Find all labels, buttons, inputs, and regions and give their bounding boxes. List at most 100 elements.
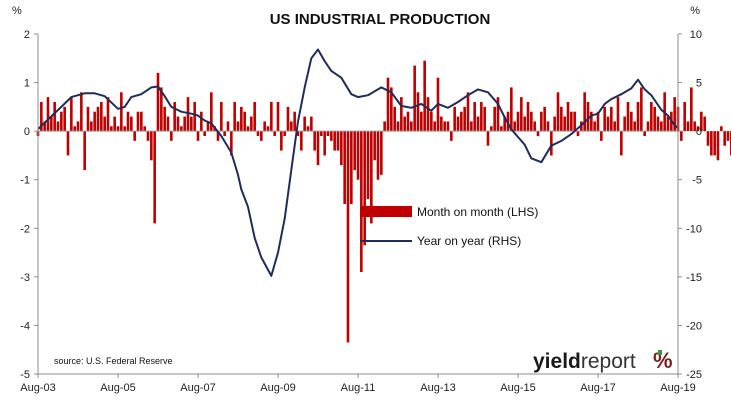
mom-bar <box>266 126 270 132</box>
mom-bar <box>660 121 663 132</box>
legend-label-yoy: Year on year (RHS) <box>417 234 521 248</box>
mom-bar <box>380 131 383 175</box>
mom-bar <box>713 131 716 156</box>
mom-bar <box>363 131 366 246</box>
mom-bar <box>303 116 306 132</box>
mom-bar <box>423 60 426 132</box>
left-tick-label: -2 <box>20 223 30 235</box>
mom-bar <box>573 111 576 132</box>
x-tick-label: Aug-17 <box>580 382 615 394</box>
mom-bar <box>73 126 76 132</box>
mom-bar <box>356 131 360 180</box>
mom-bar <box>410 121 413 132</box>
left-axis-ticks: 2 1 0 -1 -2 -3 -4 -5 <box>20 29 38 381</box>
mom-bar <box>656 116 660 132</box>
mom-bar <box>200 111 203 132</box>
mom-bar <box>446 121 450 132</box>
mom-bar <box>83 131 86 170</box>
left-tick-label: -4 <box>20 320 30 332</box>
mom-bar <box>206 121 210 132</box>
x-axis-ticks: Aug-03 Aug-05 Aug-07 Aug-09 Aug-11 Aug-13 Aug-… <box>20 374 696 394</box>
mom-bar <box>40 102 43 132</box>
mom-bar <box>533 121 536 132</box>
mom-bar <box>703 116 706 132</box>
x-tick-label: Aug-03 <box>20 382 55 394</box>
mom-bar <box>276 102 280 132</box>
mom-bar <box>583 92 586 132</box>
mom-bar <box>440 116 443 132</box>
axes <box>37 34 679 375</box>
mom-bar <box>43 121 46 132</box>
mom-bar <box>470 121 473 132</box>
mom-bar <box>496 97 500 132</box>
mom-bar <box>466 92 470 132</box>
left-tick-label: -5 <box>20 369 30 381</box>
mom-bar <box>53 102 56 132</box>
mom-bar <box>333 131 336 151</box>
right-tick-label: 10 <box>690 29 702 41</box>
mom-bar <box>246 126 250 132</box>
mom-bar <box>146 131 150 141</box>
mom-bar <box>336 131 340 151</box>
mom-bar <box>60 111 63 132</box>
mom-bar <box>340 131 343 166</box>
mom-bar <box>193 102 196 132</box>
mom-bar <box>350 131 353 204</box>
mom-bar <box>636 102 640 132</box>
mom-bar <box>403 116 406 132</box>
x-tick-label: Aug-05 <box>100 382 135 394</box>
right-tick-label: -15 <box>686 272 702 284</box>
mom-bar <box>543 106 546 132</box>
mom-bar <box>673 97 676 132</box>
mom-bar <box>156 72 160 132</box>
mom-bar <box>513 121 516 132</box>
mom-bar <box>273 131 276 136</box>
mom-bar <box>66 131 70 156</box>
right-tick-label: -25 <box>686 369 702 381</box>
mom-bar <box>63 106 66 132</box>
mom-bar <box>86 106 90 132</box>
mom-bar <box>210 92 213 132</box>
mom-bar <box>716 131 720 161</box>
mom-bar <box>530 111 533 132</box>
mom-bar <box>220 102 223 132</box>
mom-bar <box>373 131 376 161</box>
mom-bar <box>120 92 123 132</box>
mom-bar <box>260 131 263 141</box>
x-tick-label: Aug-07 <box>180 382 215 394</box>
chart-title: US INDUSTRIAL PRODUCTION <box>270 11 491 28</box>
mom-bar <box>623 116 626 132</box>
mom-bar <box>610 106 613 132</box>
mom-bar <box>486 131 490 146</box>
mom-bar <box>386 77 390 132</box>
mom-bar <box>516 111 520 132</box>
mom-bar <box>510 87 513 132</box>
mom-bar <box>666 116 670 132</box>
mom-bar <box>323 131 326 156</box>
mom-bar <box>453 106 456 132</box>
mom-bar <box>396 121 400 132</box>
mom-bar <box>430 111 433 132</box>
mom-bar <box>443 121 446 132</box>
mom-bar <box>566 102 570 132</box>
mom-bar <box>570 111 573 132</box>
mom-bar <box>196 131 200 141</box>
mom-bar <box>390 87 393 132</box>
mom-bar <box>723 131 726 146</box>
mom-bar <box>150 131 153 161</box>
mom-bar <box>306 126 310 132</box>
mom-bar <box>550 131 553 156</box>
mom-bar <box>616 97 620 132</box>
mom-bar <box>546 121 550 132</box>
mom-bar <box>50 116 53 132</box>
mom-bar <box>630 111 633 132</box>
mom-bar <box>643 131 646 136</box>
mom-bar <box>186 97 190 132</box>
mom-bar <box>56 121 60 132</box>
left-tick-label: 2 <box>24 29 30 41</box>
mom-bar <box>416 92 420 132</box>
mom-bar <box>136 111 140 132</box>
mom-bar <box>183 116 186 132</box>
left-tick-label: -1 <box>20 175 30 187</box>
